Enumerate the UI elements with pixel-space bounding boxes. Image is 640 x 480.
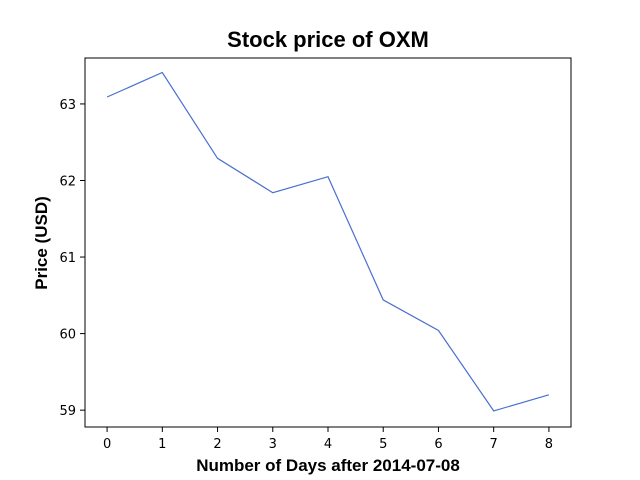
series-layer	[106, 71, 550, 412]
plot-area	[84, 57, 572, 428]
y-axis: 59 60 61 62 63	[59, 98, 85, 419]
x-tick-label: 6	[434, 437, 442, 452]
x-tick-label: 3	[269, 437, 277, 452]
x-axis: 0 1 2 3 4 5 6 7 8	[103, 427, 553, 452]
x-tick-label: 0	[103, 437, 111, 452]
y-tick-label: 61	[59, 251, 76, 266]
y-tick-label: 62	[59, 174, 76, 189]
x-tick-label: 7	[490, 437, 498, 452]
x-tick-label: 1	[158, 437, 166, 452]
y-tick-label: 63	[59, 98, 76, 113]
x-tick-label: 4	[324, 437, 332, 452]
x-tick-label: 8	[545, 437, 553, 452]
series-line	[106, 71, 550, 412]
y-tick-label: 60	[59, 328, 76, 343]
y-tick-label: 59	[59, 404, 76, 419]
y-axis-label: Price (USD)	[32, 196, 51, 290]
x-tick-label: 5	[379, 437, 387, 452]
x-axis-label: Number of Days after 2014-07-08	[196, 456, 460, 475]
chart-title: Stock price of OXM	[227, 27, 429, 52]
x-tick-label: 2	[213, 437, 221, 452]
